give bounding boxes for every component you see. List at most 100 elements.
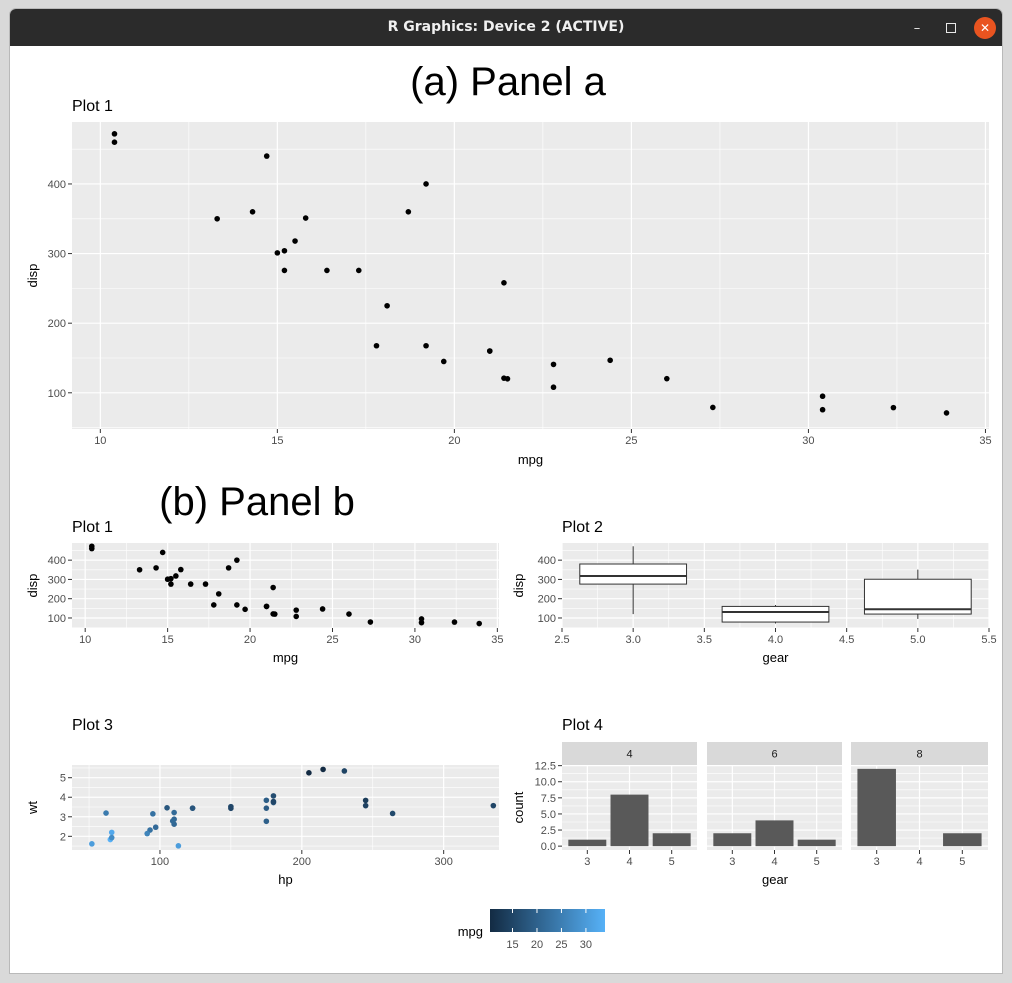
x-tick-label: 15 [161,634,173,646]
x-axis-label: gear [762,872,789,887]
x-axis-label: gear [762,650,789,665]
data-point [281,267,288,274]
y-tick-label: 400 [48,179,66,191]
bar [857,768,896,847]
data-point [111,131,118,137]
facet-strip-label: 6 [771,749,777,761]
facet-6: 6 3 4 5 [707,742,842,868]
data-point [389,810,396,817]
data-point [819,393,826,400]
data-point [263,797,270,804]
data-point [306,770,312,776]
y-tick-label: 12.5 [535,761,556,773]
data-point [152,824,159,831]
data-point [173,573,179,579]
data-point [263,603,270,610]
y-axis-label: wt [25,801,40,815]
y-tick-label: 5 [60,773,66,785]
panel-a-caption: (a) Panel a [410,60,606,104]
data-point [367,619,374,625]
data-point [423,181,429,187]
y-tick-label: 0.0 [541,841,556,853]
window-title: R Graphics: Device 2 (ACTIVE) [387,19,625,35]
data-point [153,565,159,571]
y-tick-label: 400 [538,555,556,567]
data-point [384,302,390,309]
data-point [159,549,166,556]
data-point [440,358,447,365]
data-point [214,215,220,222]
x-tick-label: 20 [448,435,460,447]
y-axis-label: disp [25,574,40,598]
data-point [355,267,362,274]
data-point [292,238,298,244]
x-tick-label: 4.5 [839,634,854,646]
data-point [270,798,277,805]
bar [797,839,836,847]
data-point [171,809,177,816]
data-point [346,611,352,617]
x-tick-label: 35 [491,634,503,646]
data-point [215,591,222,597]
bar [568,839,607,847]
data-point [88,545,95,552]
data-point [144,830,150,837]
app-window: R Graphics: Device 2 (ACTIVE) – ✕ (a) Pa… [9,8,1003,974]
data-point [263,153,270,159]
plot-panel [72,122,989,429]
data-point [501,375,507,381]
data-point [501,280,507,286]
data-point [320,766,326,773]
y-tick-label: 200 [48,594,66,606]
x-tick-label: 20 [244,634,256,646]
data-point [234,602,240,608]
box-body [721,605,830,623]
x-tick-label: 3.5 [697,634,712,646]
box-body [863,578,972,615]
y-tick-label: 200 [538,594,556,606]
title-bar[interactable]: R Graphics: Device 2 (ACTIVE) – ✕ [10,9,1002,46]
minimize-button[interactable]: – [906,17,928,39]
y-tick-label: 10.0 [535,777,556,789]
x-tick-label: 30 [802,435,814,447]
facet-strip [851,742,988,765]
data-point [819,406,826,413]
y-tick-label: 300 [538,574,556,586]
y-tick-label: 300 [48,249,66,261]
x-tick-label: 5 [669,856,675,868]
chart-2: 10 15 20 25 30 35 100 200 300 400 Plot 1 mpg disp [25,519,503,665]
data-point [281,247,288,254]
minimize-icon: – [913,20,921,36]
y-tick-label: 100 [48,613,66,625]
y-tick-label: 3 [60,812,66,824]
data-point [270,793,277,799]
maximize-button[interactable] [940,17,962,39]
x-tick-label: 35 [979,435,991,447]
plot-canvas: (a) Panel a (b) Panel b 10 15 20 25 30 351002… [25,60,997,951]
chart-title: Plot 1 [72,519,113,536]
y-tick-label: 100 [538,613,556,625]
data-point [178,566,184,573]
data-point [943,410,950,416]
data-point [476,620,483,627]
x-axis-label: hp [278,872,292,887]
y-tick-label: 5.0 [541,809,556,821]
data-point [270,584,276,591]
data-point [175,843,182,849]
maximize-icon [946,23,956,33]
box-body [579,563,688,585]
close-button[interactable]: ✕ [974,17,996,39]
chart-4: 100 200 300 2 3 4 5 Plot 3 hp wt [25,717,499,887]
color-legend: mpg 15 20 25 30 [458,909,605,951]
x-axis-label: mpg [273,650,298,665]
facet-8: 8 3 4 5 [851,742,988,868]
x-tick-label: 4 [916,856,922,868]
close-icon: ✕ [979,21,991,35]
y-axis-label: disp [25,264,40,288]
plot-panel [72,543,499,628]
x-tick-label: 200 [293,856,311,868]
data-point [234,557,240,563]
data-point [490,802,497,809]
data-point [362,797,369,804]
